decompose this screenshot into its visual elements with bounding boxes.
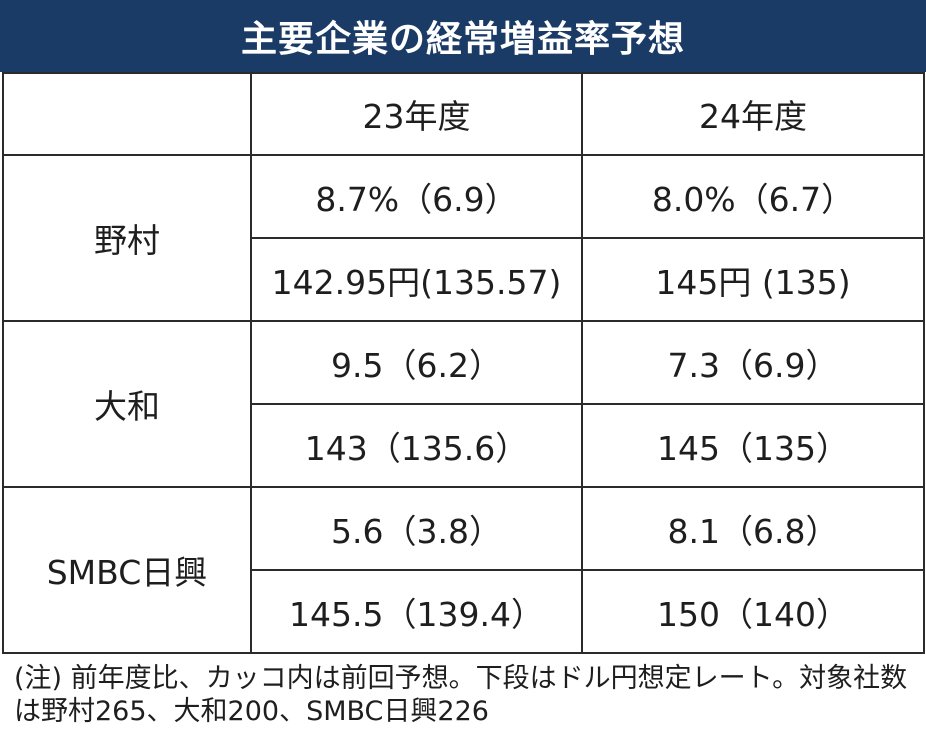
fx-rate-cell: 145円 (135) [581, 237, 925, 322]
header-corner-cell [2, 72, 252, 156]
growth-cell: 8.1（6.8） [581, 486, 925, 571]
table-row: 野村 8.7%（6.9） 8.0%（6.7） [2, 154, 925, 322]
fx-rate-cell: 143（135.6） [250, 403, 583, 488]
fx-rate-cell: 142.95円(135.57) [250, 237, 583, 322]
table-row: 大和 9.5（6.2） 7.3（6.9） [2, 320, 925, 488]
growth-cell: 8.0%（6.7） [581, 154, 925, 239]
fx-rate-cell: 150（140） [581, 569, 925, 654]
footnote: (注) 前年度比、カッコ内は前回予想。下段はドル円想定レート。対象社数は野村26… [14, 663, 908, 727]
table-row: SMBC日興 5.6（3.8） 8.1（6.8） [2, 486, 925, 654]
fx-rate-cell: 145（135） [581, 403, 925, 488]
header-row: 23年度 24年度 [2, 72, 925, 156]
company-name-smbc-nikko: SMBC日興 [2, 486, 252, 654]
table-title: 主要企業の経常増益率予想 [0, 0, 926, 72]
forecast-table: 23年度 24年度 野村 8.7%（6.9） 8.0%（6.7） 142.95円… [2, 72, 925, 654]
company-name-nomura: 野村 [2, 154, 252, 322]
company-name-daiwa: 大和 [2, 320, 252, 488]
fx-rate-cell: 145.5（139.4） [250, 569, 583, 654]
table-row: 142.95円(135.57) 145円 (135) [3, 237, 925, 322]
header-fy23: 23年度 [250, 72, 583, 156]
growth-cell: 9.5（6.2） [250, 320, 583, 405]
growth-cell: 8.7%（6.9） [250, 154, 583, 239]
table-row: 143（135.6） 145（135） [3, 403, 925, 488]
header-fy24: 24年度 [581, 72, 925, 156]
growth-cell: 7.3（6.9） [581, 320, 925, 405]
growth-cell: 5.6（3.8） [250, 486, 583, 571]
table-row: 145.5（139.4） 150（140） [3, 569, 925, 654]
